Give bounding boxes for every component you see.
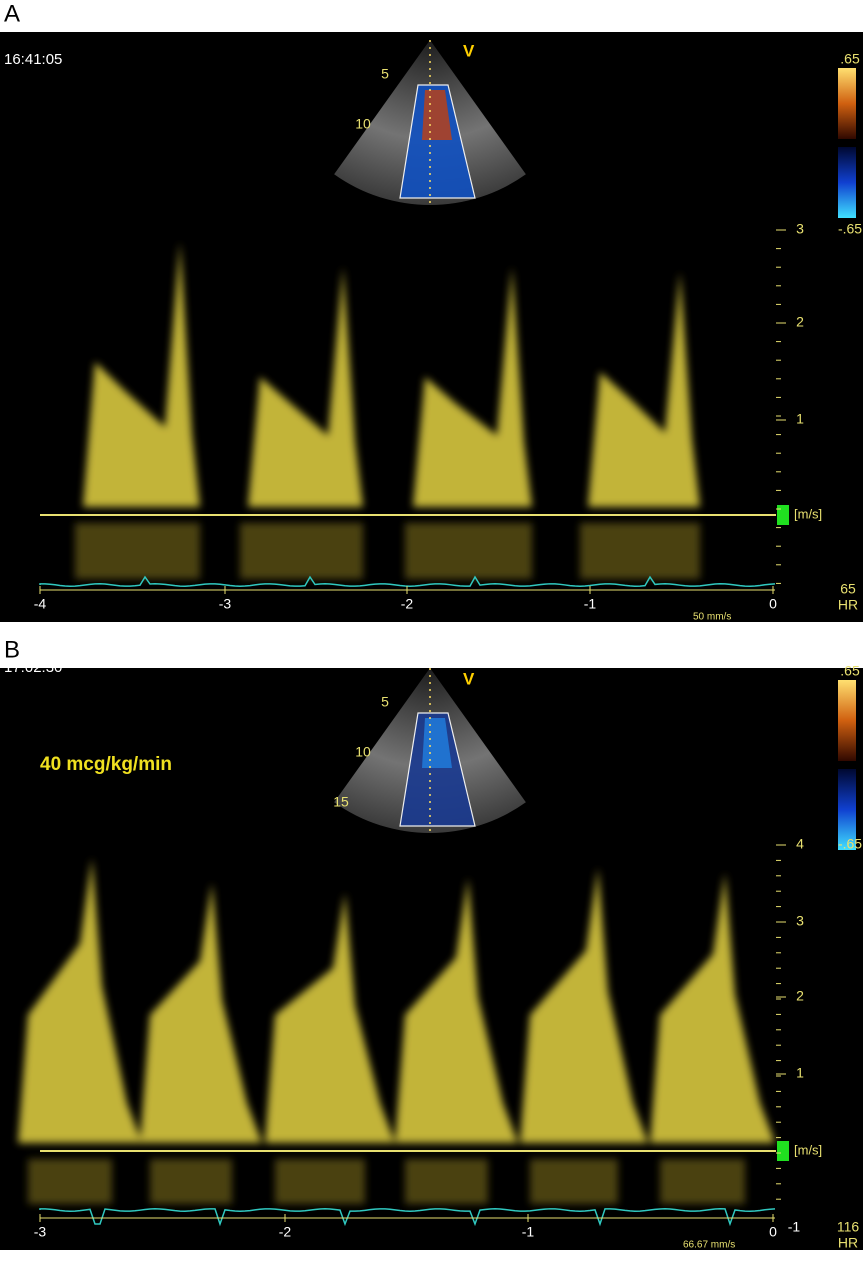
- timestamp: 16:41:05: [4, 51, 62, 68]
- spectrum-envelope: [395, 878, 518, 1143]
- reverse-flow: [150, 1159, 232, 1204]
- spectrum-envelope: [18, 858, 142, 1143]
- spectrum-envelope: [140, 883, 262, 1143]
- x-tick-label: 0: [769, 596, 777, 612]
- doppler-spectrum: [75, 242, 700, 579]
- hr-label: HR: [838, 1235, 858, 1251]
- ecg-trace: [39, 575, 776, 587]
- color-scale-bottom: -.65: [838, 221, 862, 237]
- y-tick-label: 4: [796, 836, 804, 852]
- velocity-unit: [m/s]: [794, 506, 822, 521]
- ecg-trace: [39, 1208, 776, 1227]
- color-bar-positive: [838, 680, 856, 761]
- velocity-unit: [m/s]: [794, 1142, 822, 1157]
- timestamp: 17:02:30: [4, 659, 62, 676]
- spectrum-envelope: [520, 868, 648, 1143]
- y-tick-label: -1: [788, 1219, 801, 1235]
- x-tick-label: -2: [279, 1224, 292, 1240]
- color-scale-top: .65: [840, 663, 860, 679]
- y-tick-label: 3: [796, 913, 804, 929]
- y-tick-label: 3: [796, 221, 804, 237]
- spectrum-envelope: [413, 267, 532, 507]
- color-flow: [422, 90, 452, 140]
- reverse-flow: [75, 523, 200, 579]
- sector-label: V: [463, 669, 475, 688]
- hr-label: HR: [838, 597, 858, 613]
- reverse-flow: [580, 523, 700, 579]
- reverse-flow: [660, 1159, 745, 1204]
- depth-mark: 5: [381, 694, 389, 710]
- depth-mark: 10: [355, 116, 371, 132]
- x-tick-label: -1: [584, 596, 597, 612]
- y-tick-label: 1: [796, 1065, 804, 1081]
- reverse-flow: [275, 1159, 365, 1204]
- reverse-flow: [405, 523, 532, 579]
- color-scale-top: .65: [840, 51, 860, 67]
- color-flow: [422, 718, 452, 768]
- y-tick-label: 2: [796, 988, 804, 1004]
- spectrum-envelope: [248, 267, 363, 507]
- x-tick-label: 0: [769, 1224, 777, 1240]
- sweep-speed: 66.67 mm/s: [683, 1240, 735, 1251]
- reverse-flow: [405, 1159, 488, 1204]
- y-tick-label: 2: [796, 314, 804, 330]
- x-tick-label: -1: [522, 1224, 535, 1240]
- annotation: 40 mcg/kg/min: [40, 754, 172, 775]
- sweep-speed: 50 mm/s: [693, 612, 731, 623]
- color-box: [399, 712, 476, 827]
- panel-label: A: [4, 0, 20, 27]
- hr-value: 65: [840, 581, 856, 597]
- color-bar-negative: [838, 769, 856, 850]
- x-tick-label: -2: [401, 596, 414, 612]
- spectrum-envelope: [650, 873, 775, 1143]
- spectrum-envelope: [83, 242, 200, 507]
- x-tick-label: -3: [34, 1224, 47, 1240]
- depth-mark: 10: [355, 744, 371, 760]
- reverse-flow: [28, 1159, 112, 1204]
- depth-mark: 15: [333, 794, 349, 810]
- baseline-marker: [777, 1141, 789, 1161]
- baseline-marker: [777, 505, 789, 525]
- color-bar-negative: [838, 147, 856, 218]
- color-box: [399, 84, 476, 199]
- hr-value: 116: [837, 1219, 860, 1235]
- reverse-flow: [240, 523, 363, 579]
- reverse-flow: [530, 1159, 618, 1204]
- depth-mark: 5: [381, 66, 389, 82]
- x-tick-label: -3: [219, 596, 232, 612]
- doppler-spectrum: [18, 858, 775, 1204]
- spectrum-envelope: [588, 272, 700, 507]
- panel-label: B: [4, 636, 20, 663]
- y-tick-label: 1: [796, 411, 804, 427]
- color-scale-bottom: -.65: [838, 836, 862, 852]
- x-tick-label: -4: [34, 596, 47, 612]
- color-bar-positive: [838, 68, 856, 139]
- sector-label: V: [463, 41, 475, 60]
- spectrum-envelope: [265, 893, 395, 1143]
